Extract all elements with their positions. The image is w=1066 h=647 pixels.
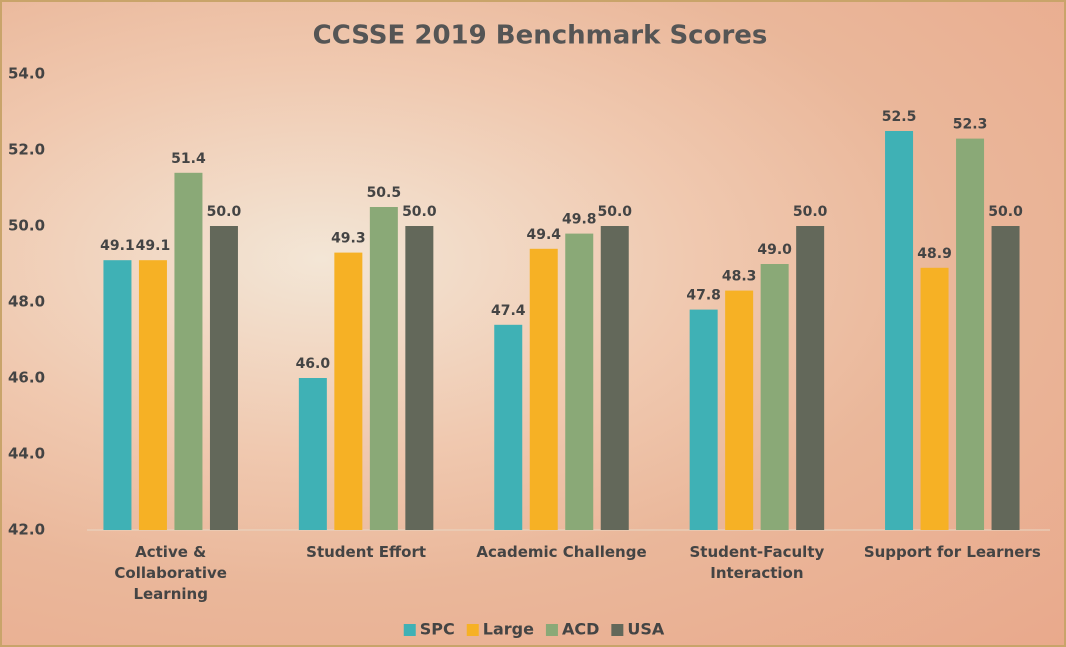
value-label: 49.8 <box>562 212 597 228</box>
bar <box>405 226 433 530</box>
value-label: 48.3 <box>722 269 757 285</box>
chart-title: CCSSE 2019 Benchmark Scores <box>313 21 768 51</box>
value-label: 48.9 <box>917 246 952 262</box>
bar <box>103 260 131 530</box>
y-tick-label: 42.0 <box>8 521 45 539</box>
bar <box>601 226 629 530</box>
x-tick-label: Student-Faculty Interaction <box>667 542 847 584</box>
y-tick-label: 44.0 <box>8 445 45 463</box>
value-label: 52.5 <box>882 109 917 125</box>
bar <box>334 253 362 530</box>
bar <box>299 378 327 530</box>
value-label: 49.1 <box>100 238 135 254</box>
legend-label: ACD <box>562 620 599 639</box>
bar <box>690 310 718 530</box>
bar <box>210 226 238 530</box>
bar <box>796 226 824 530</box>
legend-label: Large <box>483 620 534 639</box>
value-label: 49.1 <box>136 238 171 254</box>
bar <box>956 139 984 530</box>
chart-page: CCSSE 2019 Benchmark Scores 42.0 44.0 46.0… <box>0 0 1066 647</box>
value-label: 50.0 <box>793 204 828 220</box>
value-label: 49.4 <box>526 227 561 243</box>
legend-swatch <box>546 624 558 636</box>
bar <box>370 207 398 530</box>
value-label: 49.3 <box>331 231 366 247</box>
bar <box>725 291 753 530</box>
value-label: 50.0 <box>988 204 1023 220</box>
y-tick-label: 48.0 <box>8 293 45 311</box>
value-label: 50.0 <box>207 204 242 220</box>
value-label: 50.5 <box>367 185 402 201</box>
bar <box>565 234 593 530</box>
x-tick-label: Support for Learners <box>862 542 1042 563</box>
x-tick-label: Academic Challenge <box>472 542 652 563</box>
y-tick-label: 52.0 <box>8 141 45 159</box>
value-label: 49.0 <box>757 242 792 258</box>
bar <box>494 325 522 530</box>
bar <box>921 268 949 530</box>
y-tick-label: 46.0 <box>8 369 45 387</box>
x-tick-label: Student Effort <box>276 542 456 563</box>
legend-label: USA <box>627 620 665 639</box>
value-label: 47.4 <box>491 303 526 319</box>
legend-swatch <box>467 624 479 636</box>
value-label: 47.8 <box>686 288 721 304</box>
value-label: 52.3 <box>953 117 988 133</box>
value-label: 51.4 <box>171 151 206 167</box>
bar <box>992 226 1020 530</box>
y-tick-label: 50.0 <box>8 217 45 235</box>
bar <box>174 173 202 530</box>
bar <box>530 249 558 530</box>
legend-swatch <box>404 624 416 636</box>
y-tick-label: 54.0 <box>8 65 45 83</box>
bar <box>139 260 167 530</box>
legend-label: SPC <box>420 620 455 639</box>
value-label: 50.0 <box>597 204 632 220</box>
bar <box>761 264 789 530</box>
x-tick-label: Active & Collaborative Learning <box>81 542 261 605</box>
value-label: 46.0 <box>296 356 331 372</box>
value-label: 50.0 <box>402 204 437 220</box>
legend-swatch <box>611 624 623 636</box>
bar <box>885 131 913 530</box>
